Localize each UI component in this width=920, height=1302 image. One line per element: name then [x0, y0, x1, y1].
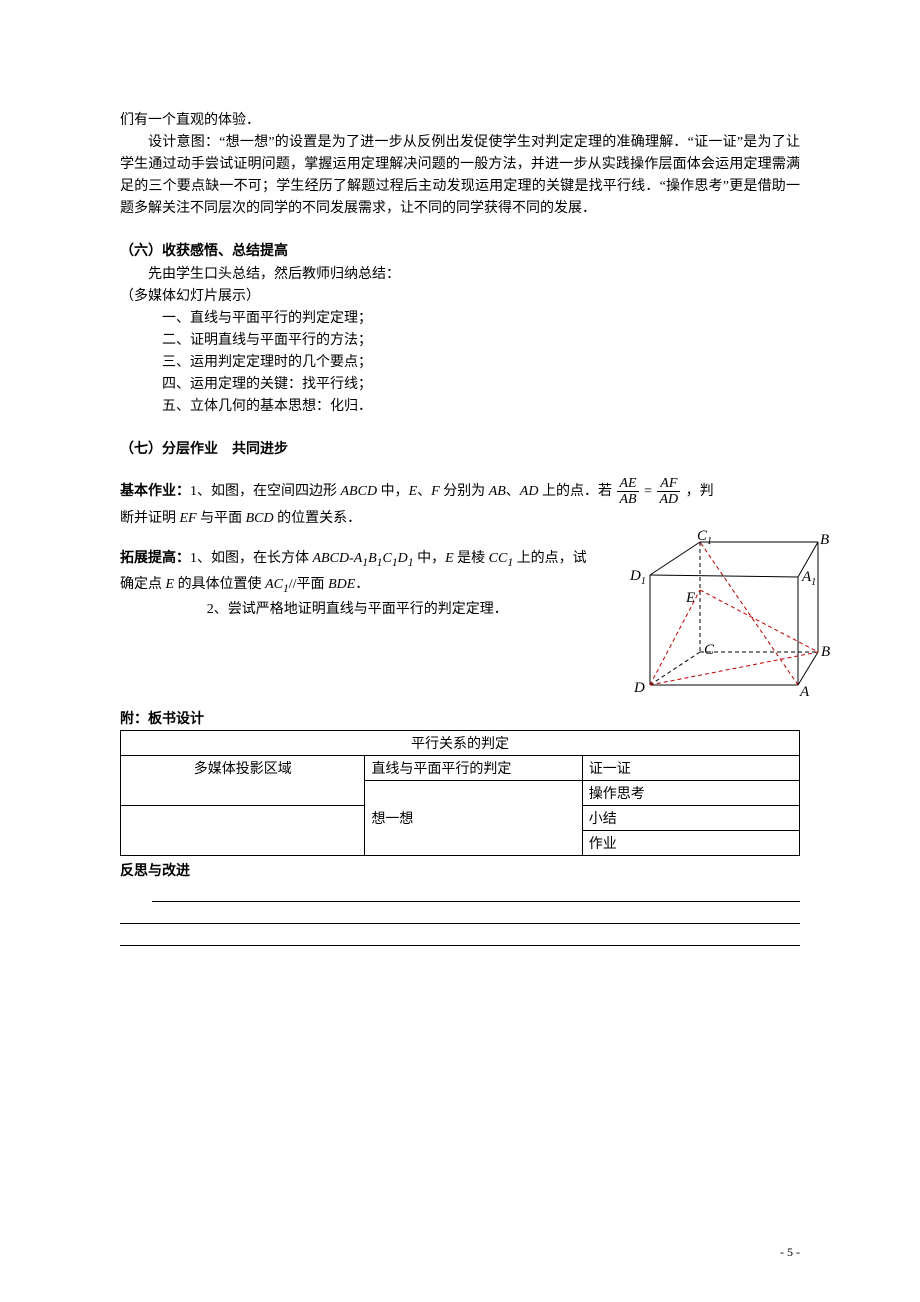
svg-text:A1: A1: [801, 569, 816, 588]
board-c2a: 直线与平面平行的判定: [365, 755, 582, 780]
m-abcd: ABCD: [341, 484, 378, 499]
page: 们有一个直观的体验． 设计意图：“想一想”的设置是为了进一步从反例出发促使学生对…: [0, 0, 920, 1302]
homework-basic: 基本作业：1、如图，在空间四边形 ABCD 中，E、F 分别为 AB、AD 上的…: [120, 476, 800, 530]
board-header: 平行关系的判定: [121, 730, 800, 755]
board-c3c: 小结: [582, 805, 799, 830]
svg-text:B: B: [821, 644, 830, 660]
svg-text:B1: B1: [820, 532, 830, 551]
board-table: 平行关系的判定 多媒体投影区域 直线与平面平行的判定 证一证 想一想 操作思考 …: [120, 730, 800, 856]
sec6-item-4: 四、运用定理的关键：找平行线；: [120, 374, 800, 396]
sec6-sub: （多媒体幻灯片展示）: [120, 286, 800, 308]
sec6-item-2: 二、证明直线与平面平行的方法；: [120, 330, 800, 352]
sec6-item-3: 三、运用判定定理时的几个要点；: [120, 352, 800, 374]
svg-text:C1: C1: [697, 530, 712, 547]
svg-text:C: C: [704, 642, 715, 658]
board-c3d: 作业: [582, 830, 799, 855]
sec6-item-1: 一、直线与平面平行的判定定理；: [120, 308, 800, 330]
board-col1: 多媒体投影区域: [121, 755, 365, 805]
reflect-line-1: [152, 882, 800, 902]
board-c3a: 证一证: [582, 755, 799, 780]
section-6-title: （六）收获感悟、总结提高: [120, 240, 800, 260]
basic-label: 基本作业：: [120, 484, 190, 499]
svg-text:D1: D1: [629, 568, 646, 587]
ext-label: 拓展提高：: [120, 551, 190, 566]
basic-text-1: 1、如图，在空间四边形: [190, 484, 341, 499]
page-number: - 5 -: [780, 1245, 800, 1260]
intro-tail: 们有一个直观的体验．: [120, 110, 800, 132]
sec6-lead: 先由学生口头总结，然后教师归纳总结：: [120, 264, 800, 286]
sec6-item-5: 五、立体几何的基本思想：化归．: [120, 396, 800, 418]
board-c3b: 操作思考: [582, 780, 799, 805]
reflect-line-3: [120, 926, 800, 946]
frac-ae-ab: AEAB: [617, 476, 638, 508]
reflect-title: 反思与改进: [120, 860, 800, 880]
reflect-line-2: [120, 904, 800, 924]
section-7-title: （七）分层作业 共同进步: [120, 438, 800, 458]
board-c2b: 想一想: [365, 780, 582, 855]
svg-text:A: A: [799, 684, 810, 700]
cuboid-figure: C1 B1 D1 A1 E C B D A: [620, 530, 830, 700]
svg-text:D: D: [633, 680, 645, 696]
design-intent: 设计意图：“想一想”的设置是为了进一步从反例出发促使学生对判定定理的准确理解．“…: [120, 132, 800, 220]
svg-text:E: E: [685, 590, 695, 606]
frac-af-ad: AFAD: [657, 476, 680, 508]
attach-title: 附：板书设计: [120, 708, 800, 728]
